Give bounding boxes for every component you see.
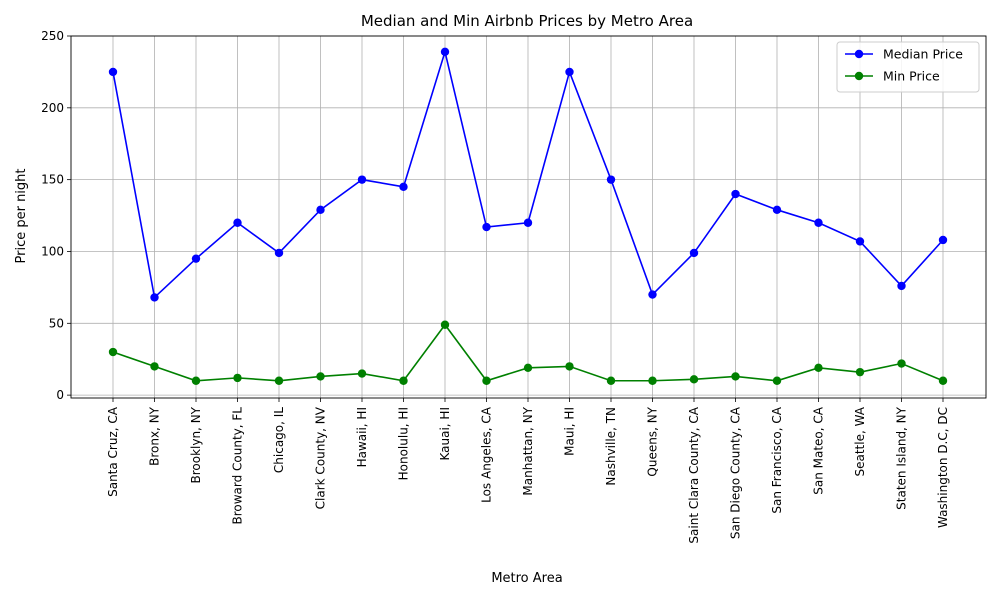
data-point <box>523 363 533 373</box>
x-tick-label: Brooklyn, NY <box>189 406 203 483</box>
plot-frame <box>70 35 987 399</box>
data-point <box>648 376 657 385</box>
data-point <box>814 363 823 373</box>
data-point <box>606 175 616 184</box>
legend-label: Min Price <box>883 69 940 84</box>
axes <box>67 35 987 402</box>
x-tick-label: Honolulu, HI <box>397 407 411 480</box>
data-point <box>523 218 533 227</box>
chart-title: Median and Min Airbnb Prices by Metro Ar… <box>361 12 693 30</box>
y-tick-label: 50 <box>49 316 64 330</box>
x-tick-label: Hawaii, HI <box>355 407 369 467</box>
data-point <box>440 47 450 57</box>
series-min-price <box>108 320 948 385</box>
x-tick-label: Kauai, HI <box>438 407 452 461</box>
series-layer <box>108 47 948 385</box>
data-point <box>855 237 865 246</box>
data-point <box>648 290 657 299</box>
x-tick-label: Seattle, WA <box>853 406 867 476</box>
data-point <box>482 222 491 232</box>
x-tick-label: Maui, HI <box>563 407 577 456</box>
x-tick-label: Chicago, IL <box>272 407 286 473</box>
data-point <box>108 347 118 357</box>
data-point <box>233 373 242 383</box>
x-tick-label: Saint Clara County, CA <box>687 406 701 543</box>
x-tick-label: San Diego County, CA <box>729 406 743 539</box>
y-tick-label: 250 <box>41 29 64 43</box>
data-point <box>731 189 740 199</box>
tick-labels: Santa Cruz, CA Bronx, NY Brooklyn, NY Browa… <box>41 29 950 544</box>
data-point <box>938 235 948 245</box>
x-tick-label: Staten Island, NY <box>895 406 909 509</box>
x-tick-label: Queens, NY <box>646 406 660 476</box>
data-point <box>731 372 740 381</box>
x-tick-label: Washington D.C, DC <box>936 407 950 528</box>
legend: Median Price Min Price <box>836 41 980 93</box>
y-tick-label: 200 <box>41 101 64 115</box>
data-point <box>150 293 159 302</box>
series-median-price <box>108 47 948 302</box>
data-point <box>772 376 782 385</box>
data-point <box>399 182 408 192</box>
data-point <box>565 67 574 77</box>
x-axis-title: Metro Area <box>491 571 562 586</box>
data-point <box>191 376 201 385</box>
data-point <box>357 369 367 378</box>
x-tick-label: Broward County, FL <box>231 407 245 525</box>
legend-label: Median Price <box>883 47 963 62</box>
legend-marker <box>854 49 864 59</box>
data-point <box>440 320 450 329</box>
x-tick-label: Los Angeles, CA <box>480 406 494 503</box>
data-point <box>606 376 616 385</box>
x-tick-label: Nashville, TN <box>604 407 618 486</box>
x-tick-label: Santa Cruz, CA <box>106 406 120 497</box>
data-point <box>938 376 948 385</box>
data-point <box>689 375 699 384</box>
y-tick-label: 100 <box>41 244 64 258</box>
data-point <box>482 376 491 385</box>
data-point <box>897 359 906 368</box>
data-point <box>108 67 118 77</box>
data-point <box>191 254 201 263</box>
data-point <box>233 218 242 227</box>
data-point <box>897 281 906 291</box>
legend-marker <box>854 71 864 81</box>
data-point <box>772 205 782 215</box>
data-point <box>689 248 699 258</box>
x-tick-label: Bronx, NY <box>148 406 162 466</box>
y-tick-label: 150 <box>41 173 64 187</box>
x-tick-label: San Francisco, CA <box>770 406 784 513</box>
data-point <box>274 248 284 258</box>
data-point <box>316 372 325 381</box>
data-point <box>316 205 325 215</box>
y-tick-label: 0 <box>56 388 64 402</box>
data-point <box>399 376 408 385</box>
data-point <box>565 362 574 371</box>
x-tick-label: Clark County, NV <box>314 406 328 509</box>
y-axis-title: Price per night <box>14 168 29 263</box>
x-tick-label: Manhattan, NY <box>521 406 535 495</box>
data-point <box>855 367 865 377</box>
data-point <box>150 362 159 371</box>
data-point <box>357 175 367 184</box>
data-point <box>274 376 284 385</box>
data-point <box>814 218 823 227</box>
x-tick-label: San Mateo, CA <box>812 406 826 495</box>
